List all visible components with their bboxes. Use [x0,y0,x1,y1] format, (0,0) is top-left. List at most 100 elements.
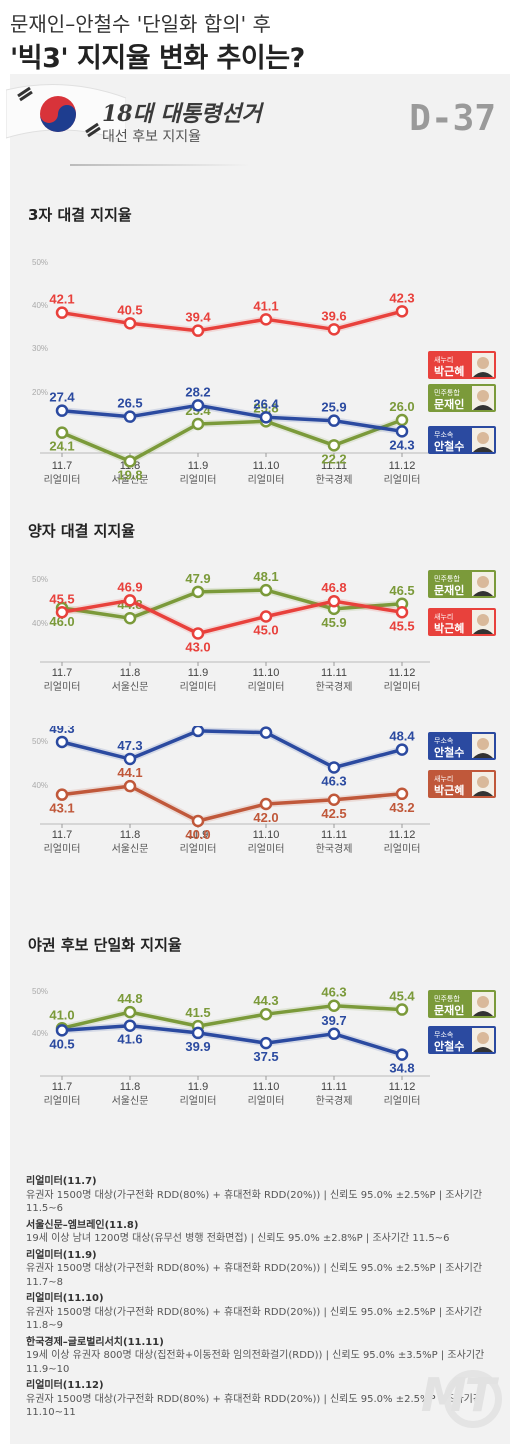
x-source-label: 리얼미터 [180,843,217,855]
data-label: 47.9 [185,571,210,586]
x-tick-label: 11.12 [389,667,416,679]
x-tick-label: 11.9 [188,460,209,472]
data-label: 46.5 [389,583,414,598]
series-line-문재인 [61,1003,403,1030]
x-source-label: 한국경제 [316,842,353,855]
portrait-face [477,576,489,588]
data-label: 27.4 [49,390,75,405]
x-tick-label: 11.11 [321,829,347,841]
data-label: 42.3 [389,290,414,305]
data-label: 22.2 [321,451,346,466]
data-point [327,793,341,806]
data-point [55,788,69,801]
data-point [55,606,69,619]
data-point [395,1048,409,1061]
chart-three-way: 50%40%30%20%11.7리얼미터11.8서울신문11.9리얼미터11.1… [32,258,496,486]
data-label: 41.5 [185,1005,210,1020]
data-point [395,743,409,756]
data-label: 46.9 [117,579,142,594]
data-label: 46.0 [49,614,74,629]
portrait-body [473,372,493,377]
data-label: 45.9 [321,615,346,630]
footnote-text: 유권자 1500명 대상(가구전화 RDD(80%) + 휴대전화 RDD(20… [26,1393,483,1419]
x-source-label: 서울신문 [112,474,149,486]
badge-party: 새누리 [434,612,453,621]
data-point [395,787,409,801]
data-label: 43.1 [49,801,74,816]
x-source-label: 리얼미터 [384,474,421,486]
data-point [395,425,409,438]
data-label: 44.3 [253,993,278,1008]
badge-party: 새누리 [434,774,453,783]
footnote-item: 리얼미터(11.12) 유권자 1500명 대상(가구전화 RDD(80%) + … [26,1379,506,1420]
data-label: 42.1 [49,292,74,307]
data-label: 44.1 [117,765,142,780]
data-point [259,411,273,424]
data-label: 26.0 [389,399,414,414]
mt-logo: MT [420,1368,496,1422]
data-point [395,305,409,318]
x-tick-label: 11.9 [188,829,209,841]
candidate-portrait-icon [472,1028,494,1052]
portrait-body [473,1011,493,1016]
data-label: 45.5 [389,618,414,633]
data-point [259,583,273,597]
data-label: 45.0 [253,623,278,638]
portrait-face [477,996,489,1008]
y-tick-label: 20% [32,388,48,397]
data-label: 46.3 [321,773,346,788]
footnote-title: 리얼미터(11.10) [26,1293,104,1304]
data-point [123,611,137,625]
data-point [259,1036,273,1050]
footnote-title: 서울신문–엠브레인(11.8) [26,1219,139,1231]
x-tick-label: 11.8 [120,829,141,841]
series-line-박근혜 [61,309,403,333]
data-point [327,414,341,427]
data-point [123,779,137,793]
x-tick-label: 11.7 [52,829,73,841]
data-label: 26.4 [253,396,279,411]
data-point [191,726,205,738]
candidate-portrait-icon [472,386,494,410]
portrait-body [473,629,493,634]
footnote-item: 리얼미터(11.10) 유권자 1500명 대상(가구전화 RDD(80%) + … [26,1292,506,1333]
badge-name: 문재인 [434,1003,464,1017]
data-point [191,585,205,599]
data-label: 49.3 [49,726,74,736]
x-source-label: 서울신문 [112,843,149,855]
data-label: 41.1 [253,298,278,313]
x-tick-label: 11.8 [120,1081,141,1093]
badge-party: 민주통합 [434,574,460,583]
x-tick-label: 11.11 [321,667,347,679]
x-tick-label: 11.10 [253,829,280,841]
data-point [395,1003,409,1016]
x-source-label: 서울신문 [112,681,149,693]
series-line-문재인 [61,588,403,620]
footnote-text: 19세 이상 남녀 1200명 대상(유무선 병행 전화면접) | 신뢰도 95… [26,1233,450,1244]
series-line-안철수 [61,1023,403,1057]
data-label: 24.1 [49,439,74,454]
data-point [123,752,137,766]
taegukgi-flag-icon [6,84,126,143]
data-point [123,1019,137,1032]
badge-name: 박근혜 [434,783,464,797]
data-point [327,1027,341,1041]
brand-title: 18대 대통령선거 [102,101,262,127]
section-title-three-way: 3자 대결 지지율 [28,206,132,224]
candidate-portrait-icon [472,353,494,377]
portrait-face [477,614,489,626]
data-label: 39.4 [185,310,211,325]
data-point [327,439,341,452]
badge-party: 무소속 [434,1031,454,1039]
badge-name: 문재인 [434,583,464,597]
data-point [191,324,205,337]
y-tick-label: 50% [32,737,48,746]
portrait-face [477,776,489,788]
election-banner: 18대 대통령선거 대선 후보 지지율 D-37 [6,74,510,166]
x-source-label: 리얼미터 [384,681,421,693]
footnote-item: 한국경제–글로벌리서치(11.11) 19세 이상 유권자 800명 대상(집전화… [26,1336,506,1377]
